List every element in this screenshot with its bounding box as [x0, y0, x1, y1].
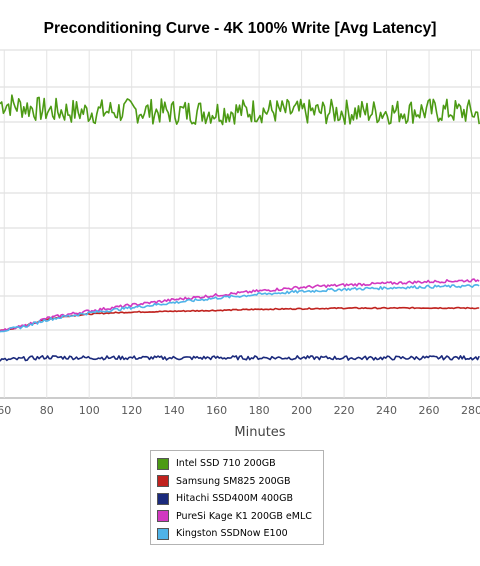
- series-line: [0, 283, 480, 333]
- legend-item: Intel SSD 710 200GB: [157, 455, 317, 473]
- legend-label: Intel SSD 710 200GB: [176, 458, 276, 470]
- series-lines: [0, 94, 480, 362]
- series-line: [0, 354, 480, 362]
- x-tick-label: 140: [164, 404, 185, 417]
- x-tick-label: 120: [121, 404, 142, 417]
- x-tick-label: 260: [419, 404, 440, 417]
- x-tick-label: 240: [376, 404, 397, 417]
- chart-title: Preconditioning Curve - 4K 100% Write [A…: [43, 20, 437, 37]
- legend-item: PureSi Kage K1 200GB eMLC: [157, 508, 317, 526]
- legend-item: Samsung SM825 200GB: [157, 473, 317, 491]
- legend-item: Hitachi SSD400M 400GB: [157, 490, 317, 508]
- x-tick-label: 280: [461, 404, 480, 417]
- x-tick-label: 220: [334, 404, 355, 417]
- legend-item: Kingston SSDNow E100: [157, 525, 317, 543]
- legend-swatch: [157, 475, 169, 488]
- legend-label: Hitachi SSD400M 400GB: [176, 493, 293, 505]
- legend-label: Samsung SM825 200GB: [176, 475, 291, 487]
- series-line: [0, 306, 480, 332]
- legend-swatch: [157, 510, 169, 523]
- legend-label: Kingston SSDNow E100: [176, 528, 288, 540]
- x-tick-label: 160: [206, 404, 227, 417]
- legend-swatch: [157, 457, 169, 470]
- legend-swatch: [157, 492, 169, 505]
- grid-lines: [0, 49, 480, 399]
- x-tick-label: 180: [249, 404, 270, 417]
- x-tick-label: 80: [40, 404, 54, 417]
- x-axis-title: Minutes: [234, 425, 285, 440]
- x-tick-labels: 60 80 100 120 140 160 180 200 220 240 260 280: [0, 404, 480, 417]
- x-tick-label: 100: [79, 404, 100, 417]
- series-line: [0, 278, 480, 333]
- x-tick-label: 200: [291, 404, 312, 417]
- x-tick-label: 60: [0, 404, 11, 417]
- legend-swatch: [157, 527, 169, 540]
- legend: Intel SSD 710 200GB Samsung SM825 200GB Hi…: [150, 450, 324, 545]
- series-line: [0, 94, 480, 126]
- legend-label: PureSi Kage K1 200GB eMLC: [176, 510, 312, 522]
